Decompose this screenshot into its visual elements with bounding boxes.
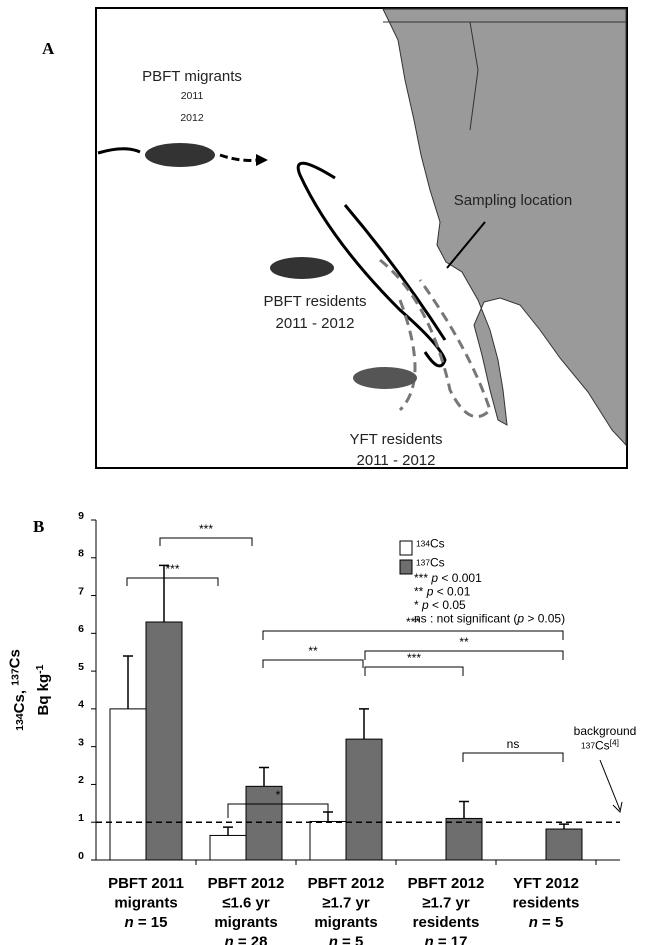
x-tick-label: residents — [413, 914, 480, 931]
x-tick-label: n = 15 — [125, 914, 168, 931]
map-label: Sampling location — [454, 192, 572, 209]
legend-label: 137Cs — [416, 556, 445, 570]
significance-label: *** — [407, 651, 421, 665]
fish — [270, 257, 334, 279]
reference-arrow — [600, 760, 622, 812]
y-tick-label: 7 — [78, 585, 84, 597]
significance-bracket — [127, 578, 218, 586]
error-bar — [459, 801, 469, 818]
bar — [546, 829, 582, 860]
y-label: Bq kg-1 — [34, 664, 52, 715]
x-tick-label: PBFT 2011 — [108, 875, 184, 892]
significance-key: ns : not significant (p > 0.05) — [414, 612, 565, 626]
map-label: PBFT migrants — [142, 68, 242, 85]
error-bar — [123, 656, 133, 709]
significance-bracket — [263, 631, 563, 640]
significance-bracket — [463, 753, 563, 762]
x-tick-label: n = 5 — [329, 933, 364, 945]
y-tick-label: 3 — [78, 736, 84, 748]
x-tick-label: PBFT 2012 — [308, 875, 385, 892]
x-tick-label: migrants — [114, 894, 177, 911]
y-tick-label: 6 — [78, 623, 84, 635]
bar — [310, 821, 346, 860]
significance-label: ** — [459, 635, 469, 649]
map-label: YFT residents — [349, 431, 442, 448]
error-bar — [223, 827, 233, 835]
significance-label: *** — [165, 562, 179, 576]
map-label: PBFT residents — [263, 293, 366, 310]
y-label: 134Cs, 137Cs — [7, 649, 28, 731]
x-tick-label: ≥1.7 yr — [322, 894, 370, 911]
x-tick-label: YFT 2012 — [513, 875, 579, 892]
map-label: 2011 — [181, 90, 204, 102]
y-tick-label: 8 — [78, 547, 84, 559]
bar — [146, 622, 182, 860]
bar — [210, 835, 246, 860]
bar — [346, 739, 382, 860]
y-tick-label: 2 — [78, 774, 84, 786]
legend-label: 134Cs — [416, 537, 445, 551]
fish — [353, 367, 417, 389]
bar — [446, 818, 482, 860]
bar — [110, 709, 146, 860]
reference-label: 137Cs[4] — [581, 737, 619, 752]
panel-label: B — [33, 517, 44, 536]
error-bar — [559, 824, 569, 829]
y-tick-label: 5 — [78, 661, 84, 673]
y-tick-label: 9 — [78, 510, 84, 522]
significance-key: *** p < 0.001 — [414, 571, 482, 585]
x-tick-label: migrants — [314, 914, 377, 931]
y-tick-label: 4 — [78, 698, 84, 710]
x-tick-label: residents — [513, 894, 580, 911]
significance-label: *** — [199, 522, 213, 536]
significance-label: * — [276, 788, 281, 802]
significance-key: * p < 0.05 — [414, 598, 466, 612]
x-tick-label: n = 17 — [425, 933, 468, 945]
x-tick-label: PBFT 2012 — [208, 875, 285, 892]
x-tick-label: PBFT 2012 — [408, 875, 485, 892]
error-bar — [359, 709, 369, 739]
x-tick-label: n = 5 — [529, 914, 564, 931]
significance-label: ns — [507, 737, 520, 751]
map-label: 2011 - 2012 — [357, 452, 436, 469]
map-label: 2012 — [180, 112, 204, 124]
x-tick-label: ≥1.7 yr — [422, 894, 470, 911]
legend-swatch — [400, 560, 412, 574]
significance-bracket — [263, 660, 363, 668]
y-tick-label: 0 — [78, 850, 84, 862]
panel-label: A — [42, 39, 55, 58]
x-tick-label: migrants — [214, 914, 277, 931]
map-label: 2011 - 2012 — [276, 315, 355, 332]
reference-label: background — [574, 724, 637, 738]
significance-key: ** p < 0.01 — [414, 585, 471, 599]
significance-bracket — [160, 538, 252, 546]
figure: A PBFT migrants 2011 2012 Sampling locat… — [0, 0, 654, 945]
error-bar — [259, 767, 269, 786]
x-tick-label: n = 28 — [225, 933, 268, 945]
y-tick-label: 1 — [78, 812, 84, 824]
significance-bracket — [365, 651, 563, 660]
legend-swatch — [400, 541, 412, 555]
significance-bracket — [365, 667, 463, 676]
significance-label: ** — [308, 644, 318, 658]
x-tick-label: ≤1.6 yr — [222, 894, 270, 911]
fish — [145, 143, 215, 167]
